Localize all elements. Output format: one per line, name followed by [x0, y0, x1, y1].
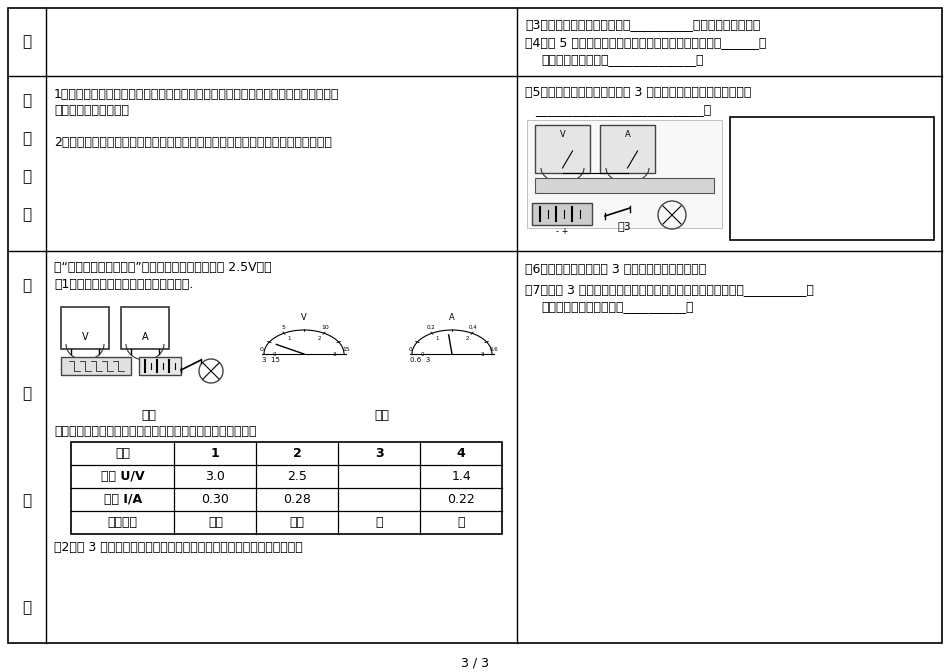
Text: 0: 0: [273, 351, 276, 357]
Text: 2: 2: [293, 447, 302, 460]
Bar: [121, 307, 169, 349]
Text: 在“测量小灯泡的电功率”实验中（小灯泡额定电压 2.5V）。: 在“测量小灯泡的电功率”实验中（小灯泡额定电压 2.5V）。: [54, 261, 272, 274]
Bar: [61, 307, 109, 349]
Text: 0: 0: [260, 347, 264, 352]
Text: 电压 U/V: 电压 U/V: [101, 470, 144, 483]
Text: （3）哪次实验灯泡正常发光？__________。（填写数据序号）: （3）哪次实验灯泡正常发光？__________。（填写数据序号）: [525, 18, 760, 31]
Text: 15: 15: [342, 347, 350, 352]
Text: 0.6  3: 0.6 3: [410, 357, 430, 363]
Text: 0.6: 0.6: [489, 347, 499, 352]
Text: 图3: 图3: [618, 221, 632, 231]
Text: 0: 0: [408, 347, 411, 352]
Text: 3  15: 3 15: [262, 357, 280, 363]
Text: 0.4: 0.4: [468, 325, 477, 330]
Text: V: V: [82, 332, 88, 342]
Text: 1: 1: [211, 447, 219, 460]
Text: 灯泡亮度: 灯泡亮度: [107, 516, 138, 529]
Text: 0.22: 0.22: [447, 493, 475, 506]
Text: A: A: [449, 313, 455, 322]
Text: 2: 2: [317, 336, 321, 341]
Text: 测: 测: [23, 386, 31, 401]
Text: 0.2: 0.2: [427, 325, 435, 330]
Bar: [600, 125, 655, 173]
Text: （5）小明实验时，连接了如图 3 所示的实物图，指出错误之处：: （5）小明实验时，连接了如图 3 所示的实物图，指出错误之处：: [525, 86, 751, 99]
Text: V: V: [301, 313, 307, 322]
Bar: [535, 125, 590, 173]
Text: 拓: 拓: [23, 93, 31, 108]
Text: 提: 提: [23, 169, 31, 185]
Text: 暗: 暗: [457, 516, 465, 529]
Text: 3: 3: [375, 447, 384, 460]
Text: 3: 3: [332, 351, 335, 357]
Text: 电流 I/A: 电流 I/A: [104, 493, 142, 506]
Text: 图乙: 图乙: [374, 409, 389, 422]
Text: 3 / 3: 3 / 3: [461, 657, 489, 670]
Text: 亮: 亮: [375, 516, 383, 529]
Bar: [532, 203, 592, 225]
Bar: [527, 120, 722, 228]
Text: 高: 高: [23, 208, 31, 222]
Text: 很亮: 很亮: [208, 516, 223, 529]
Text: 电压表指针是否有偏转？__________。: 电压表指针是否有偏转？__________。: [541, 300, 694, 313]
Text: 较亮: 较亮: [290, 516, 305, 529]
Bar: [535, 178, 714, 193]
Text: V: V: [560, 130, 565, 139]
Text: ___________________________。: ___________________________。: [535, 103, 712, 116]
Text: 检: 检: [23, 278, 31, 294]
Text: 0.30: 0.30: [201, 493, 229, 506]
Text: 2.5: 2.5: [287, 470, 307, 483]
Text: 1.4: 1.4: [451, 470, 471, 483]
Text: 析电路中出现的故障？: 析电路中出现的故障？: [54, 104, 129, 117]
Text: 3: 3: [481, 351, 484, 357]
Bar: [71, 442, 502, 534]
Text: 10: 10: [321, 325, 329, 330]
Text: 升: 升: [23, 601, 31, 616]
Bar: [61, 357, 131, 375]
Text: 2: 2: [466, 336, 468, 341]
Text: 4: 4: [457, 447, 466, 460]
Text: 0: 0: [420, 351, 424, 357]
Text: 1: 1: [435, 336, 439, 341]
Text: 序号: 序号: [115, 447, 130, 460]
Text: 电路正确连接后，电压表、电流表的示数及灯泡亮度如下表：: 电路正确连接后，电压表、电流表的示数及灯泡亮度如下表：: [54, 425, 256, 438]
Text: 提: 提: [23, 493, 31, 508]
Text: 究: 究: [23, 34, 31, 50]
Text: A: A: [625, 130, 631, 139]
Text: 图甲: 图甲: [141, 409, 156, 422]
Text: 0.28: 0.28: [283, 493, 312, 506]
Text: 5: 5: [281, 325, 285, 330]
Text: （6）在方框内画出与图 3 连接情况对应的电路图。: （6）在方框内画出与图 3 连接情况对应的电路图。: [525, 263, 706, 276]
Text: - +: - +: [556, 227, 568, 236]
Text: 1: 1: [287, 336, 291, 341]
Text: （1）根据实验目的，连接图甲所示电路.: （1）根据实验目的，连接图甲所示电路.: [54, 278, 194, 291]
Text: 判断的依据是什么？______________。: 判断的依据是什么？______________。: [541, 53, 704, 66]
Text: 2、一位同学在连接好电路后，闭合开关，发现小灯泡特别亮，请分析原因是什么？: 2、一位同学在连接好电路后，闭合开关，发现小灯泡特别亮，请分析原因是什么？: [54, 136, 332, 149]
Text: 展: 展: [23, 132, 31, 146]
Text: 3.0: 3.0: [205, 470, 225, 483]
Text: 1、一位同学在实验时，闭合开关发现灯泡不亮，电流表无示数，电压表有示数。请分: 1、一位同学在实验时，闭合开关发现灯泡不亮，电流表无示数，电压表有示数。请分: [54, 88, 339, 101]
Text: A: A: [142, 332, 148, 342]
Bar: [139, 357, 181, 375]
Text: （4）第 5 次实验，看不到灯泡发光，电路是否是断路？______。: （4）第 5 次实验，看不到灯泡发光，电路是否是断路？______。: [525, 36, 767, 49]
Bar: [730, 117, 934, 240]
Text: （2）第 3 次实验，两电表示数如图乙所示，请把实验数据填写在表中。: （2）第 3 次实验，两电表示数如图乙所示，请把实验数据填写在表中。: [54, 541, 303, 554]
Text: （7）如图 3 所示电路，只是接线有错误，闭合开关，灯亮吗？__________。: （7）如图 3 所示电路，只是接线有错误，闭合开关，灯亮吗？__________…: [525, 283, 814, 296]
